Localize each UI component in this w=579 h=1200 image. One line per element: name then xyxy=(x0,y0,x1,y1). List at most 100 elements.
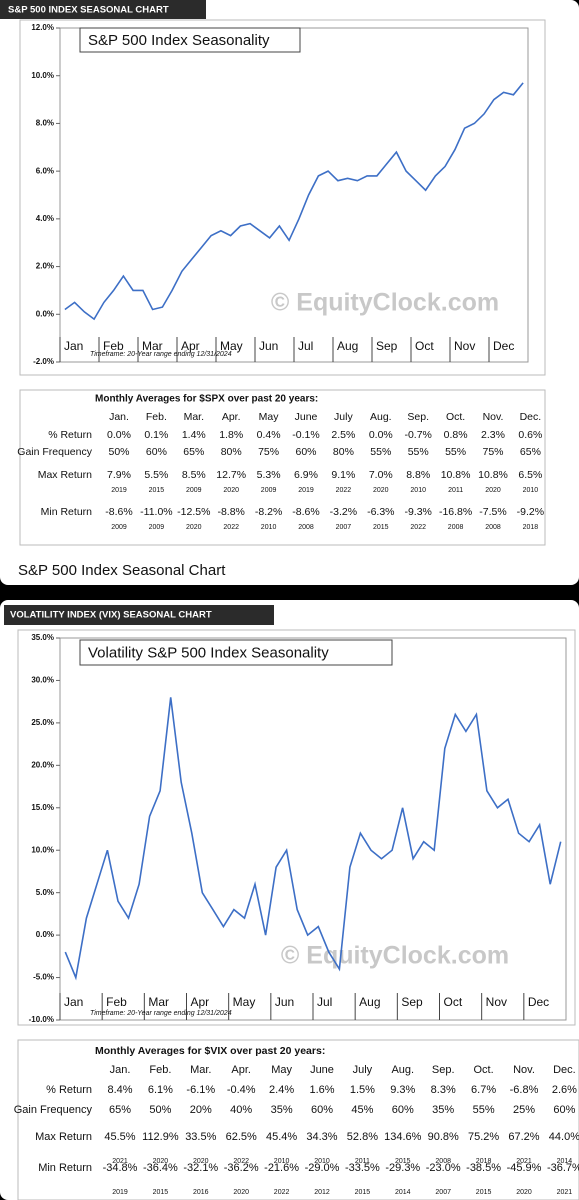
y-tick-label: 2.0% xyxy=(36,262,54,271)
cell-year: 2008 xyxy=(435,1158,451,1165)
cell: -29.3% xyxy=(385,1162,420,1174)
cell: 60% xyxy=(295,446,316,458)
column-header: Jan. xyxy=(110,1064,131,1076)
cell: -45.9% xyxy=(507,1162,542,1174)
cell: 5.3% xyxy=(257,469,281,481)
cell: 1.4% xyxy=(182,429,206,441)
cell: -33.5% xyxy=(345,1162,380,1174)
column-header: Apr. xyxy=(231,1064,251,1076)
cell-year: 2018 xyxy=(476,1158,492,1165)
cell: 12.7% xyxy=(216,469,246,481)
footnote: Timeframe: 20-Year range ending 12/31/20… xyxy=(90,351,232,358)
row-label: % Return xyxy=(48,429,92,441)
column-header: Oct. xyxy=(474,1064,494,1076)
x-tick-label: Jun xyxy=(259,339,278,353)
cell: -8.8% xyxy=(217,506,244,518)
x-tick-label: Apr xyxy=(191,995,210,1009)
column-header: July xyxy=(334,411,353,423)
y-tick-label: 15.0% xyxy=(31,803,54,812)
cell: -3.2% xyxy=(330,506,357,518)
cell-year: 2015 xyxy=(476,1189,492,1196)
column-header: Apr. xyxy=(222,411,241,423)
cell: 10.8% xyxy=(441,469,471,481)
cell: -29.0% xyxy=(305,1162,340,1174)
row-label: Min Return xyxy=(38,1162,92,1174)
series-line xyxy=(64,697,562,981)
cell-year: 2019 xyxy=(111,487,127,494)
cell: 55% xyxy=(370,446,391,458)
cell-year: 2020 xyxy=(193,1158,209,1165)
cell: -9.3% xyxy=(404,506,431,518)
plot-area xyxy=(59,27,529,363)
cell-year: 2022 xyxy=(410,524,426,531)
cell-year: 2007 xyxy=(435,1189,451,1196)
column-header: Jan. xyxy=(109,411,129,423)
cell: 20% xyxy=(190,1104,212,1116)
x-tick-label: May xyxy=(220,339,243,353)
cell-year: 2020 xyxy=(223,487,239,494)
cell: 40% xyxy=(230,1104,252,1116)
x-tick-label: Dec xyxy=(528,995,549,1009)
cell-year: 2010 xyxy=(274,1158,290,1165)
x-tick-label: Mar xyxy=(142,339,163,353)
cell: 75% xyxy=(258,446,279,458)
y-tick-label: 0.0% xyxy=(36,309,54,318)
cell: 0.0% xyxy=(369,429,393,441)
column-header: Nov. xyxy=(513,1064,535,1076)
cell-year: 2015 xyxy=(149,487,165,494)
column-header: Aug. xyxy=(370,411,392,423)
cell: 7.0% xyxy=(369,469,393,481)
x-tick-label: Apr xyxy=(181,339,200,353)
x-tick-label: Dec xyxy=(493,339,514,353)
cell-year: 2009 xyxy=(149,524,165,531)
y-tick-label: 5.0% xyxy=(36,888,54,897)
cell: 8.3% xyxy=(431,1084,456,1096)
watermark: © EquityClock.com xyxy=(281,942,509,970)
header-tab xyxy=(0,0,206,19)
cell: -8.2% xyxy=(255,506,282,518)
y-tick-label: 6.0% xyxy=(36,166,54,175)
cell-year: 2009 xyxy=(186,487,202,494)
watermark: © EquityClock.com xyxy=(271,289,499,317)
x-tick-label: Nov xyxy=(486,995,507,1009)
header-tab xyxy=(4,605,274,625)
cell: -9.2% xyxy=(517,506,544,518)
column-header: Mar. xyxy=(184,411,204,423)
column-header: May xyxy=(271,1064,292,1076)
plot-area xyxy=(59,637,567,1021)
title-box xyxy=(79,639,393,666)
x-tick-label: Oct xyxy=(415,339,434,353)
x-tick-label: Nov xyxy=(454,339,475,353)
cell: 45.5% xyxy=(104,1131,135,1143)
cell: 112.9% xyxy=(142,1131,179,1143)
cell-year: 2008 xyxy=(298,524,314,531)
x-tick-label: May xyxy=(233,995,256,1009)
cell: 2.3% xyxy=(481,429,505,441)
x-tick-label: Jun xyxy=(275,995,294,1009)
cell: 35% xyxy=(271,1104,293,1116)
cell: 90.8% xyxy=(428,1131,459,1143)
cell-year: 2014 xyxy=(395,1189,411,1196)
column-header: Dec. xyxy=(553,1064,576,1076)
chart-title: S&P 500 Index Seasonality xyxy=(88,32,270,49)
cell: -36.7% xyxy=(547,1162,579,1174)
cell: 55% xyxy=(473,1104,495,1116)
y-tick-label: 0.0% xyxy=(36,930,54,939)
cell: 10.8% xyxy=(478,469,508,481)
cell: 0.4% xyxy=(257,429,281,441)
y-tick-label: -2.0% xyxy=(33,357,54,366)
cell-year: 2010 xyxy=(523,487,539,494)
cell: -11.0% xyxy=(140,506,173,518)
cell-year: 2008 xyxy=(485,524,501,531)
column-header: Aug. xyxy=(391,1064,414,1076)
cell: 60% xyxy=(392,1104,414,1116)
cell: 8.4% xyxy=(107,1084,132,1096)
cell: 1.5% xyxy=(350,1084,375,1096)
header: VOLATILITY INDEX (VIX) SEASONAL CHART xyxy=(10,610,212,621)
cell: 5.5% xyxy=(144,469,168,481)
cell: 1.6% xyxy=(309,1084,334,1096)
cell: 6.7% xyxy=(471,1084,496,1096)
cell: 7.9% xyxy=(107,469,131,481)
